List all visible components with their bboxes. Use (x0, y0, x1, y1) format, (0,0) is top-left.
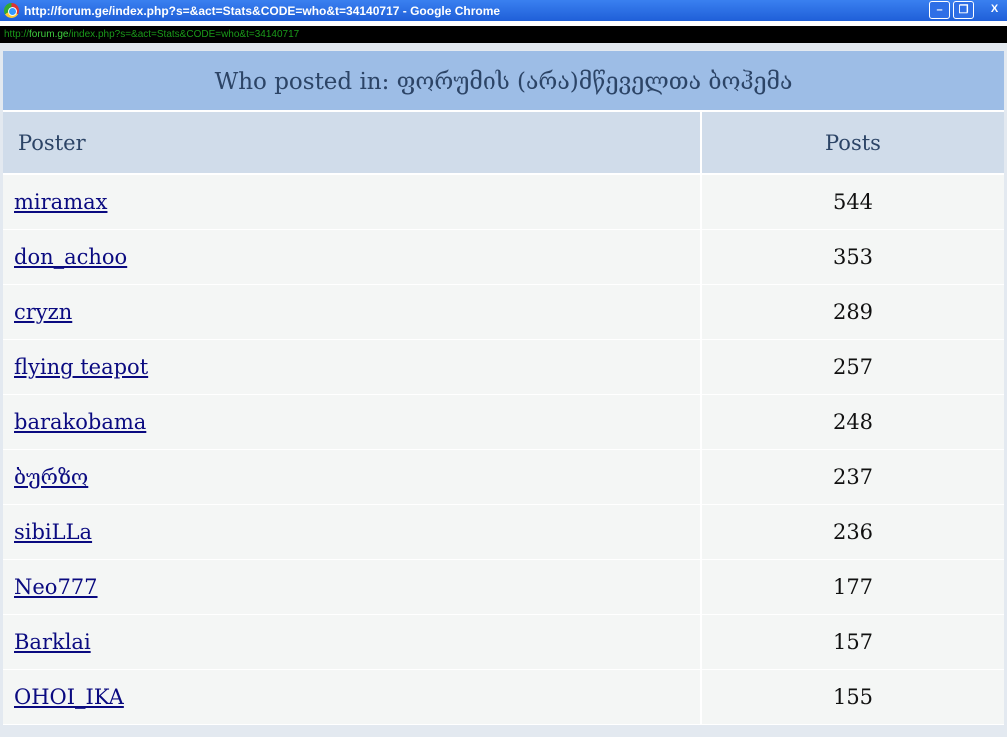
poster-cell: barakobama (3, 395, 702, 449)
window-title: http://forum.ge/index.php?s=&act=Stats&C… (24, 3, 501, 18)
posts-count: 257 (832, 355, 874, 379)
table-row: cryzn 289 (3, 285, 1004, 340)
poster-link[interactable]: don_achoo (14, 245, 128, 269)
posts-count: 544 (832, 190, 874, 214)
table-row: ბურზო 237 (3, 450, 1004, 505)
poster-link[interactable]: Neo777 (14, 575, 98, 599)
posts-count: 157 (832, 630, 874, 654)
poster-cell: ბურზო (3, 450, 702, 504)
address-path: /index.php?s=&act=Stats&CODE=who&t=34140… (68, 29, 300, 40)
posts-count: 155 (832, 685, 874, 709)
posts-count: 236 (832, 520, 874, 544)
close-button[interactable]: X (990, 3, 999, 15)
poster-link[interactable]: Barklai (14, 630, 91, 654)
poster-cell: Neo777 (3, 560, 702, 614)
table-row: OHOI_IKA 155 (3, 670, 1004, 725)
header-posts: Posts (825, 130, 881, 155)
posts-count: 353 (832, 245, 874, 269)
posts-count: 248 (832, 410, 874, 434)
poster-link[interactable]: barakobama (14, 410, 147, 434)
header-poster: Poster (3, 112, 702, 173)
posts-count: 237 (832, 465, 874, 489)
table-row: Barklai 157 (3, 615, 1004, 670)
table-row: sibiLLa 236 (3, 505, 1004, 560)
poster-cell: flying teapot (3, 340, 702, 394)
poster-link[interactable]: miramax (14, 190, 108, 214)
chrome-logo-icon (4, 3, 19, 18)
divider (0, 21, 1007, 27)
poster-cell: cryzn (3, 285, 702, 339)
poster-cell: don_achoo (3, 230, 702, 284)
poster-link[interactable]: flying teapot (14, 355, 149, 379)
posters-table: Who posted in: ფორუმის (არა)მწეველთა ბოჰ… (3, 51, 1004, 725)
poster-cell: miramax (3, 175, 702, 229)
address-domain: forum.ge (29, 29, 69, 40)
poster-cell: Barklai (3, 615, 702, 669)
table-header-row: Poster Posts (3, 112, 1004, 175)
poster-link[interactable]: ბურზო (14, 465, 89, 489)
posts-count: 177 (832, 575, 874, 599)
posts-count: 289 (832, 300, 874, 324)
table-row: don_achoo 353 (3, 230, 1004, 285)
poster-link[interactable]: cryzn (14, 300, 73, 324)
poster-link[interactable]: OHOI_IKA (14, 685, 124, 709)
poster-link[interactable]: sibiLLa (14, 520, 93, 544)
table-title: Who posted in: ფორუმის (არა)მწეველთა ბოჰ… (3, 51, 1004, 112)
restore-button[interactable]: ❐ (953, 1, 974, 19)
table-row: barakobama 248 (3, 395, 1004, 450)
table-row: miramax 544 (3, 175, 1004, 230)
poster-cell: OHOI_IKA (3, 670, 702, 724)
address-prefix: http:// (4, 29, 30, 40)
address-bar[interactable]: http://forum.ge/index.php?s=&act=Stats&C… (0, 26, 1007, 43)
minimize-button[interactable]: – (929, 1, 950, 19)
poster-cell: sibiLLa (3, 505, 702, 559)
table-row: Neo777 177 (3, 560, 1004, 615)
window-titlebar: http://forum.ge/index.php?s=&act=Stats&C… (0, 0, 1007, 21)
table-row: flying teapot 257 (3, 340, 1004, 395)
